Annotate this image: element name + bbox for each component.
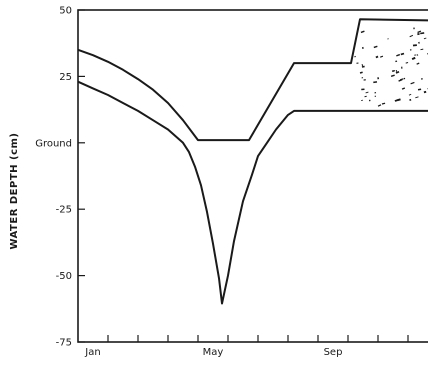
- y-tick-label: 25: [59, 72, 72, 83]
- speckle-mark: [417, 88, 422, 91]
- speckle-mark: [375, 55, 379, 59]
- speckle-mark: [423, 90, 427, 94]
- speckle-mark: [362, 46, 364, 49]
- speckle-mark: [387, 38, 389, 40]
- speckle-mark: [356, 62, 359, 64]
- speckle-mark: [409, 49, 412, 51]
- series-line-upper: [77, 18, 428, 142]
- speckle-mark: [401, 87, 406, 90]
- speckle-mark: [416, 54, 419, 56]
- y-tick-label: 50: [59, 6, 72, 17]
- speckle-mark: [401, 66, 403, 69]
- speckle-mark: [359, 71, 363, 74]
- speckle-mark: [365, 91, 369, 94]
- speckle-mark: [420, 32, 425, 35]
- speckle-mark: [354, 55, 356, 58]
- speckle-mark: [417, 33, 420, 36]
- speckle-mark: [395, 60, 398, 63]
- speckle-mark: [395, 71, 400, 74]
- speckle-mark: [381, 102, 386, 105]
- speckle-mark: [374, 92, 377, 94]
- speckle-mark: [409, 98, 412, 101]
- speckle-mark: [409, 34, 414, 38]
- y-tick-label: -50: [56, 271, 72, 282]
- speckle-mark: [415, 96, 419, 99]
- speckle-mark: [393, 70, 396, 72]
- speckle-mark: [400, 52, 405, 56]
- speckle-mark: [405, 61, 409, 64]
- speckle-mark: [418, 41, 420, 44]
- speckle-mark: [414, 54, 417, 56]
- x-tick-label: Sep: [324, 347, 343, 358]
- speckle-texture: [354, 27, 428, 107]
- speckle-mark: [390, 74, 395, 77]
- speckle-mark: [380, 55, 384, 58]
- speckle-mark: [377, 104, 382, 107]
- speckle-mark: [396, 98, 401, 102]
- speckle-mark: [364, 95, 367, 98]
- speckle-mark: [377, 77, 380, 80]
- y-tick-label: -25: [56, 205, 72, 216]
- speckle-mark: [373, 81, 378, 84]
- speckle-mark: [403, 77, 406, 80]
- y-tick-label: -75: [56, 338, 72, 349]
- series-lines: [77, 18, 428, 305]
- speckle-mark: [394, 99, 398, 102]
- tick-labels: 50 25 Ground -25 -50 -75 Jan May Sep: [35, 6, 342, 359]
- speckle-mark: [361, 99, 364, 101]
- speckle-mark: [396, 53, 401, 57]
- speckle-mark: [361, 63, 364, 67]
- speckle-mark: [413, 27, 415, 30]
- speckle-mark: [363, 79, 366, 81]
- speckle-mark: [361, 77, 364, 79]
- axis-ticks: [78, 9, 409, 343]
- speckle-mark: [416, 62, 420, 65]
- speckle-mark: [368, 99, 371, 102]
- speckle-mark: [398, 78, 403, 82]
- speckle-mark: [420, 48, 424, 51]
- y-tick-label: Ground: [35, 138, 72, 149]
- speckle-mark: [408, 93, 412, 96]
- plot-frame: [77, 9, 428, 343]
- y-axis-title: WATER DEPTH (cm): [9, 133, 20, 250]
- speckle-mark: [417, 30, 422, 34]
- speckle-mark: [411, 56, 416, 61]
- speckle-mark: [374, 95, 377, 97]
- x-tick-label: Jan: [84, 347, 100, 358]
- speckle-mark: [361, 65, 365, 68]
- speckle-mark: [361, 88, 365, 91]
- speckle-mark: [373, 45, 378, 49]
- x-tick-label: May: [203, 347, 224, 358]
- speckle-mark: [395, 69, 398, 72]
- series-line-lower: [77, 80, 428, 305]
- speckle-mark: [360, 30, 365, 34]
- speckle-mark: [410, 81, 415, 85]
- speckle-mark: [421, 78, 423, 80]
- speckle-mark: [412, 44, 417, 47]
- speckle-mark: [423, 37, 427, 40]
